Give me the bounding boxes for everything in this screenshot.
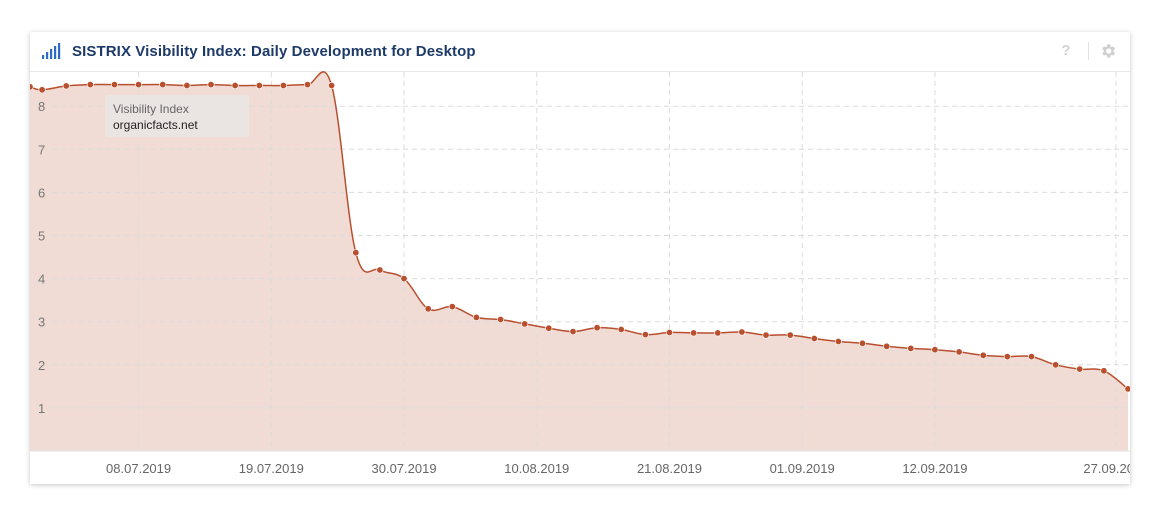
data-point — [303, 81, 311, 89]
x-tick-label: 21.08.2019 — [637, 461, 702, 476]
data-point — [762, 331, 770, 339]
data-point — [135, 81, 143, 89]
data-point — [834, 337, 842, 345]
y-tick-label: 2 — [38, 358, 45, 373]
data-point — [521, 320, 529, 328]
data-point — [472, 313, 480, 321]
y-tick-label: 8 — [38, 99, 45, 114]
data-point — [207, 81, 215, 89]
x-tick-label: 08.07.2019 — [106, 461, 171, 476]
y-tick-label: 6 — [38, 185, 45, 200]
data-point — [38, 86, 46, 94]
data-point — [786, 331, 794, 339]
visibility-chart: 1 2 3 4 5 6 7 8 08.07.2019 19.07.2019 30.07.2019 10… — [30, 71, 1130, 476]
data-point — [1027, 353, 1035, 361]
y-tick-label: 4 — [38, 272, 45, 287]
chart-tooltip: Visibility Index organicfacts.net — [105, 95, 249, 137]
data-point — [810, 334, 818, 342]
data-point — [617, 325, 625, 333]
x-tick-label: 12.09.2019 — [902, 461, 967, 476]
data-point — [569, 328, 577, 336]
tooltip-label: Visibility Index — [113, 102, 189, 116]
data-point — [183, 81, 191, 89]
data-point — [907, 344, 915, 352]
data-point — [641, 331, 649, 339]
data-point — [593, 324, 601, 332]
data-point — [714, 329, 722, 337]
x-tick-label: 27.09.2019 — [1083, 461, 1130, 476]
data-point — [1100, 367, 1108, 375]
data-point — [931, 346, 939, 354]
data-point — [376, 266, 384, 274]
data-point — [497, 315, 505, 323]
data-point — [545, 324, 553, 332]
data-point — [1003, 353, 1011, 361]
data-point — [979, 351, 987, 359]
data-point — [231, 81, 239, 89]
signal-bars-icon — [42, 43, 61, 59]
data-point — [352, 249, 360, 257]
chart-title: SISTRIX Visibility Index: Daily Developm… — [72, 43, 476, 60]
x-tick-label: 10.08.2019 — [504, 461, 569, 476]
data-point — [1076, 365, 1084, 373]
data-point — [159, 81, 167, 89]
x-tick-label: 01.09.2019 — [770, 461, 835, 476]
gear-icon[interactable] — [1099, 42, 1117, 60]
data-point — [738, 328, 746, 336]
x-tick-label: 19.07.2019 — [239, 461, 304, 476]
x-tick-label: 30.07.2019 — [372, 461, 437, 476]
y-tick-label: 3 — [38, 315, 45, 330]
area-fill — [30, 71, 1128, 452]
data-point — [883, 342, 891, 350]
question-mark-icon[interactable]: ? — [1061, 42, 1071, 59]
card-header: SISTRIX Visibility Index: Daily Developm… — [30, 32, 1130, 72]
data-point — [858, 339, 866, 347]
data-point — [279, 81, 287, 89]
data-point — [955, 348, 963, 356]
y-tick-label: 7 — [38, 142, 45, 157]
tooltip-value: organicfacts.net — [113, 118, 198, 132]
data-point — [62, 82, 70, 90]
y-tick-label: 5 — [38, 229, 45, 244]
chart-card: SISTRIX Visibility Index: Daily Developm… — [30, 32, 1130, 484]
data-point — [1124, 385, 1130, 393]
data-point — [424, 305, 432, 313]
data-point — [690, 329, 698, 337]
data-point — [1052, 361, 1060, 369]
data-point — [448, 303, 456, 311]
data-point — [111, 81, 119, 89]
data-point — [30, 83, 34, 91]
data-point — [665, 328, 673, 336]
data-point — [328, 81, 336, 89]
data-point — [255, 81, 263, 89]
y-tick-label: 1 — [38, 401, 45, 416]
header-divider — [1088, 42, 1089, 60]
data-point — [86, 81, 94, 89]
data-point — [400, 275, 408, 283]
